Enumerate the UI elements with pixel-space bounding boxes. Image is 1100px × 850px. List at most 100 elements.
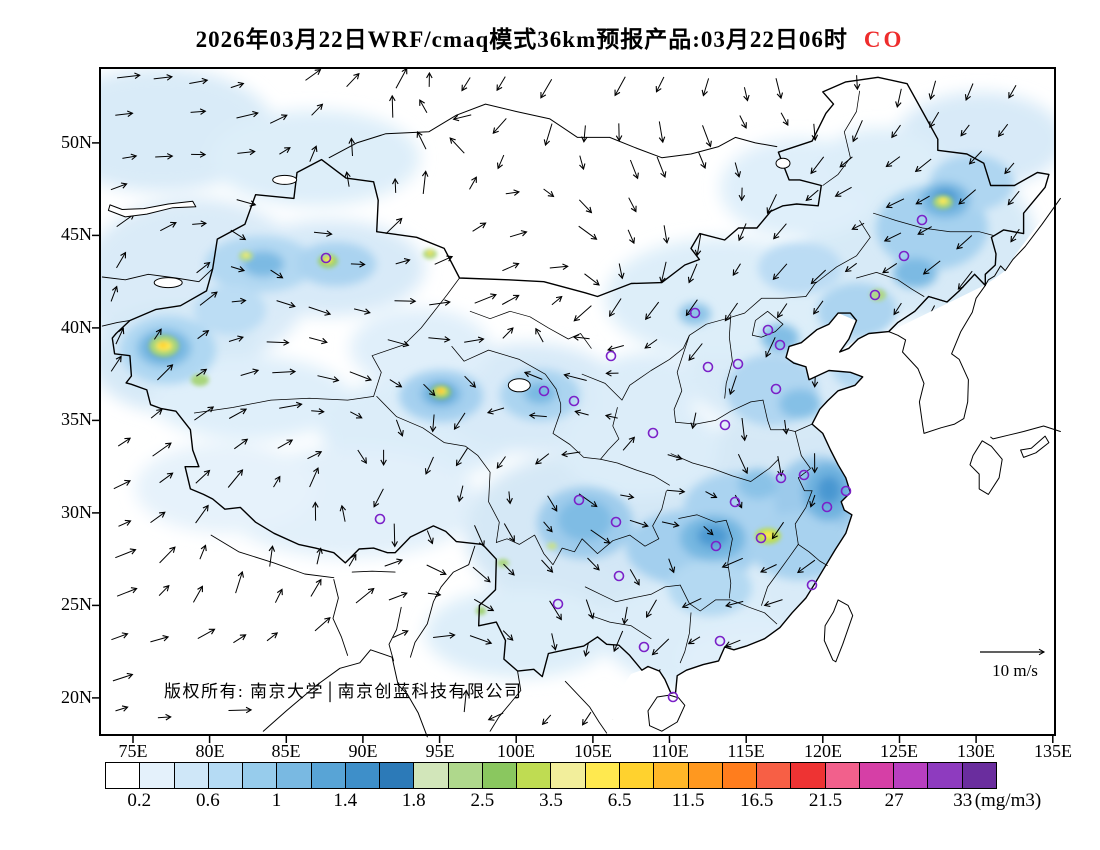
wind-arrow [547,495,558,512]
wind-arrow [373,488,384,508]
city-marker [710,540,722,552]
colorbar-segment [379,763,414,788]
wind-arrow [1008,84,1017,99]
wind-arrow [834,186,852,197]
wind-arrow [895,445,904,464]
wind-arrow [963,707,973,730]
wind-arrow [535,327,544,343]
wind-arrow [1005,452,1020,464]
wind-arrow [505,189,521,196]
wind-arrow [622,436,636,451]
colorbar-segment [550,763,585,788]
lat-label: 35N [61,409,92,430]
city-marker [638,641,650,653]
wind-arrow [895,88,902,108]
wind-arrow [230,81,245,89]
wind-arrow [608,298,622,318]
lon-label: 110E [651,741,689,761]
wind-arrow [234,438,249,450]
wind-arrow [881,597,896,617]
city-marker [667,691,679,703]
wind-arrow [646,599,657,618]
wind-arrow [964,83,974,101]
wind-arrow [771,521,785,540]
wind-arrow [492,118,507,134]
wind-arrow [573,305,592,322]
wind-arrow [931,642,939,663]
wind-arrow [551,295,563,306]
wind-arrow [357,701,371,712]
colorbar-tick-label: 27 [884,790,904,811]
wind-arrow [543,123,553,147]
wind-arrow [882,262,898,274]
colorbar-segment [858,763,894,788]
wind-arrow [190,108,207,115]
city-marker [613,570,625,582]
wind-arrow [853,527,864,541]
wind-arrow [739,115,747,129]
wind-arrow [197,628,216,640]
wind-arrow [1010,228,1020,243]
wind-arrow [196,368,208,377]
wind-arrow [157,713,172,721]
city-marker [714,635,726,647]
wind-arrow [915,528,931,549]
wind-arrow [543,521,553,533]
wind-arrow [581,125,588,143]
wind-arrow [348,137,355,157]
wind-arrow [725,600,744,608]
wind-arrow [195,504,209,524]
wind-scale-label: 10 m/s [992,661,1038,680]
wind-arrow [926,455,940,476]
wind-arrow [687,263,698,284]
wind-arrow [885,156,901,168]
wind-arrow [925,339,932,354]
wind-arrow [339,504,347,522]
city-marker [775,472,787,484]
wind-arrow [391,523,398,548]
wind-arrow [613,630,624,653]
city-marker [605,350,617,362]
wind-arrow [960,124,970,137]
wind-arrow [701,78,710,97]
wind-arrow [666,488,686,495]
city-marker [869,289,881,301]
map-root [100,68,1061,738]
copyright-text: 版权所有: 南京大学│南京创蓝科技有限公司 [164,682,523,701]
wind-arrow [964,642,971,659]
lat-label: 30N [61,501,92,522]
wind-arrow [474,293,497,304]
wind-arrow [685,299,698,317]
city-marker [806,579,818,591]
wind-arrow [159,472,174,484]
wind-arrow [317,375,340,383]
wind-arrow [272,368,297,376]
wind-arrow [269,114,288,124]
wind-arrow [681,597,702,609]
colorbar-segment [961,763,996,788]
wind-arrow [813,705,821,725]
wind-arrow [997,123,1009,138]
wind-arrow [646,669,661,687]
wind-arrow [523,371,543,380]
colorbar-segment [447,763,482,788]
wind-arrow [111,632,129,641]
wind-arrow [628,197,637,213]
wind-arrow [118,519,132,527]
lon-label: 100E [497,741,535,761]
wind-arrow [737,223,747,242]
colorbar-segment [893,763,928,788]
wind-arrow [805,189,819,202]
wind-arrow [969,306,978,324]
wind-arrow [915,195,930,205]
wind-arrow [230,229,247,241]
wind-arrow [645,301,660,321]
wind-arrow [228,335,244,342]
wind-arrow [502,262,520,272]
colorbar-segment [756,763,791,788]
wind-arrow [858,717,865,735]
wind-arrow [469,176,477,190]
wind-arrow [230,266,246,273]
map-borders [101,76,1061,738]
